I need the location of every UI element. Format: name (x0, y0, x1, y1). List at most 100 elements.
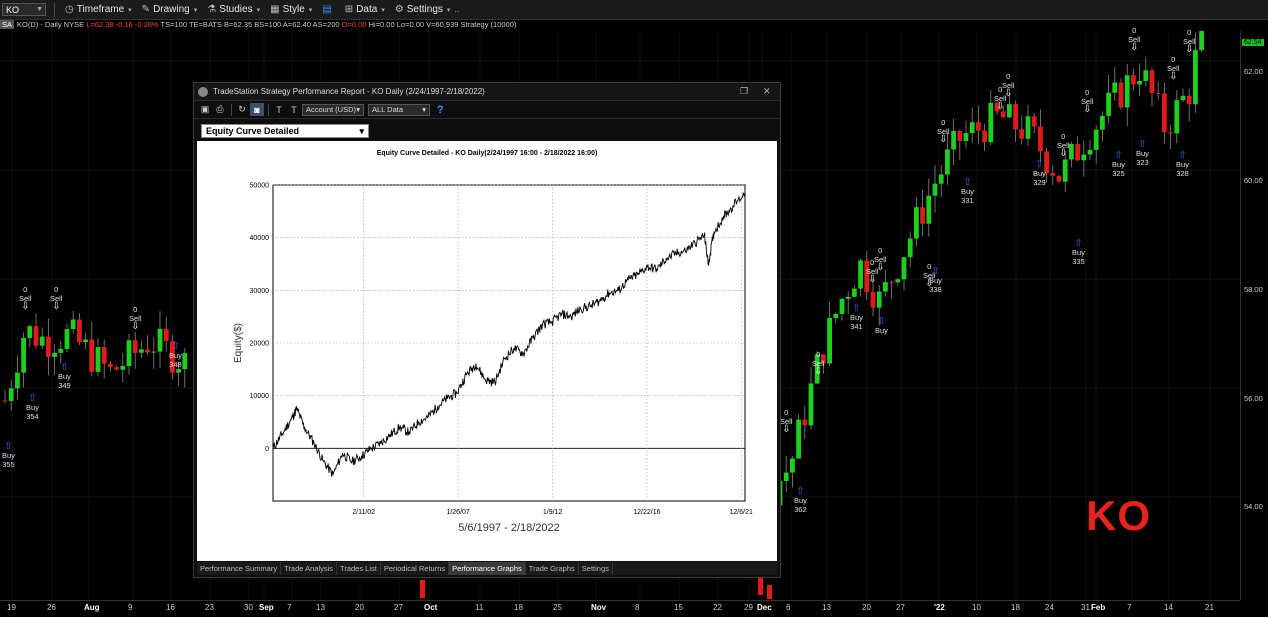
buy-arrow-icon: ⇧ (1074, 238, 1083, 249)
sell-qty-label: 0 (1187, 28, 1192, 37)
buy-signal[interactable]: ⇧ Buy 338 (929, 267, 942, 295)
buy-arrow-icon: ⇧ (1138, 139, 1147, 150)
sell-signal[interactable]: 0 Sell ⇩ (50, 285, 63, 312)
font-increase-icon[interactable]: T (291, 104, 297, 115)
chevron-down-icon: ▾ (308, 6, 313, 14)
style-menu[interactable]: ▦ Style ▾ (270, 4, 312, 15)
buy-signal[interactable]: ⇧ Buy 335 (1072, 238, 1085, 267)
drawing-menu[interactable]: ✎ Drawing ▾ (142, 4, 198, 15)
candle-body (1131, 75, 1136, 85)
sell-signal[interactable]: 0 Sell ⇩ (19, 285, 32, 312)
buy-signal[interactable]: ⇧ Buy 349 (58, 363, 71, 391)
equity-point (380, 442, 382, 444)
sell-signal[interactable]: 0 Sell ⇩ (1128, 26, 1141, 53)
studies-menu[interactable]: ⚗ Studies ▾ (207, 4, 260, 15)
data-menu[interactable]: ⊞ Data ▾ (345, 4, 385, 15)
buy-signal[interactable]: ⇧ Buy 323 (1136, 139, 1149, 168)
date-tick-label: 18 (1011, 603, 1020, 612)
help-icon[interactable]: ? (437, 103, 444, 116)
candle-body (852, 288, 857, 297)
candle-body (1112, 82, 1118, 93)
buy-signal[interactable]: ⇧ Buy 348 (169, 342, 182, 370)
chart-title: Equity Curve Detailed - KO Daily(2/24/19… (377, 150, 598, 157)
buy-signal[interactable]: ⇧ Buy 331 (961, 178, 974, 206)
candle-body (883, 282, 888, 292)
sell-signal[interactable]: 0 Sell ⇩ (812, 350, 825, 377)
tab-trade-analysis[interactable]: Trade Analysis (281, 562, 338, 575)
equity-point (303, 426, 305, 428)
candle-body (1000, 111, 1006, 118)
buy-label: Buy (850, 313, 863, 322)
tab-trade-graphs[interactable]: Trade Graphs (526, 562, 579, 575)
timeframe-menu[interactable]: ◷ Timeframe ▾ (65, 4, 132, 15)
buy-signal[interactable]: ⇧ Buy 354 (26, 394, 39, 422)
sell-signal[interactable]: 0 Sell ⇩ (866, 258, 879, 285)
symbol-input[interactable]: KO ▼ (2, 3, 46, 16)
candle-body (827, 317, 832, 364)
tab-settings[interactable]: Settings (579, 562, 613, 575)
refresh-icon[interactable]: ↻ (238, 104, 246, 114)
buy-signal[interactable]: ⇧ Buy 328 (1176, 151, 1189, 179)
print-icon[interactable]: ⎙ (216, 104, 224, 114)
buy-qty-label: 323 (1136, 158, 1149, 167)
equity-point (589, 305, 591, 307)
more-icon: ‥ (454, 6, 460, 14)
equity-point (313, 442, 315, 444)
buy-signal[interactable]: ⇧ Buy 355 (2, 442, 15, 470)
sell-signal[interactable]: 0 Sell ⇩ (874, 246, 887, 273)
candle-body (139, 349, 144, 353)
camera-icon[interactable]: ◙ (250, 103, 264, 116)
date-tick-label: 23 (205, 603, 214, 612)
tab-periodical-returns[interactable]: Periodical Returns (381, 562, 450, 575)
sell-signal[interactable]: 0 Sell ⇩ (937, 118, 950, 145)
equity-point (684, 250, 686, 252)
date-tick-label: Dec (757, 603, 772, 612)
close-icon[interactable]: ✕ (763, 86, 771, 96)
sell-signal[interactable]: 0 Sell ⇩ (994, 85, 1007, 112)
candle-body (914, 207, 919, 239)
graph-type-select[interactable]: Equity Curve Detailed ▾ (201, 124, 369, 138)
sell-signal[interactable]: 0 Sell ⇩ (780, 408, 793, 435)
price-scale[interactable]: 62.54 62.00 60.00 58.00 56.00 54.00 (1240, 31, 1268, 600)
sell-arrow-icon: ⇩ (52, 301, 61, 312)
candle-body (1044, 151, 1049, 174)
buy-signal[interactable]: ⇧ Buy (875, 317, 888, 336)
account-select[interactable]: Account (USD) ▾ (302, 103, 364, 116)
tab-performance-graphs[interactable]: Performance Graphs (449, 562, 526, 575)
sell-signal[interactable]: 0 Sell ⇩ (129, 305, 142, 332)
buy-signal[interactable]: ⇧ Buy 341 (850, 304, 863, 332)
save-icon[interactable]: ▣ (200, 104, 210, 114)
timeframe-label: Timeframe (76, 4, 125, 15)
settings-menu[interactable]: ⚙ Settings ▾ ‥ (395, 4, 459, 15)
font-decrease-icon[interactable]: T (276, 104, 282, 115)
restore-icon[interactable]: ❐ (740, 86, 749, 96)
tab-performance-summary[interactable]: Performance Summary (197, 562, 282, 575)
buy-signal[interactable]: ⇧ Buy 325 (1112, 151, 1125, 179)
settings-label: Settings (406, 4, 443, 15)
buy-label: Buy (1072, 248, 1085, 257)
data-range-select[interactable]: ALL Data ▾ (368, 103, 430, 116)
candle-body (21, 337, 26, 373)
tab-trades-list[interactable]: Trades List (337, 562, 381, 575)
date-axis[interactable]: 19 26 Aug 9 16 23 30 Sep 7 13 20 27 Oct 11 18 25 Nov 8 15 2… (0, 600, 1240, 617)
date-tick-label: 18 (514, 603, 523, 612)
date-tick-label: 14 (1164, 603, 1173, 612)
sell-signal[interactable]: 0 Sell ⇩ (923, 262, 936, 289)
candle-body (839, 298, 845, 314)
layout-button[interactable]: ▤ (322, 4, 334, 15)
window-title-bar[interactable]: TradeStation Strategy Performance Report… (194, 83, 780, 101)
candle-body (33, 326, 39, 346)
sell-signal[interactable]: 0 Sell ⇩ (1081, 88, 1094, 115)
date-tick-label: 19 (7, 603, 16, 612)
sell-qty-label: 0 (878, 246, 883, 255)
buy-signal[interactable]: ⇧ Buy 329 (1033, 160, 1046, 188)
sell-signal[interactable]: 0 Sell ⇩ (1167, 55, 1180, 82)
date-tick-label: Feb (1091, 603, 1106, 612)
buy-label: Buy (961, 187, 974, 196)
buy-signal[interactable]: ⇧ Buy 362 (794, 487, 807, 515)
candle-body (932, 183, 938, 196)
sell-signal[interactable]: 0 Sell ⇩ (1002, 72, 1015, 99)
sell-signal[interactable]: 0 Sell ⇩ (1183, 28, 1196, 55)
sell-signal[interactable]: 0 Sell ⇩ (1057, 132, 1070, 159)
candle-body (814, 354, 820, 384)
